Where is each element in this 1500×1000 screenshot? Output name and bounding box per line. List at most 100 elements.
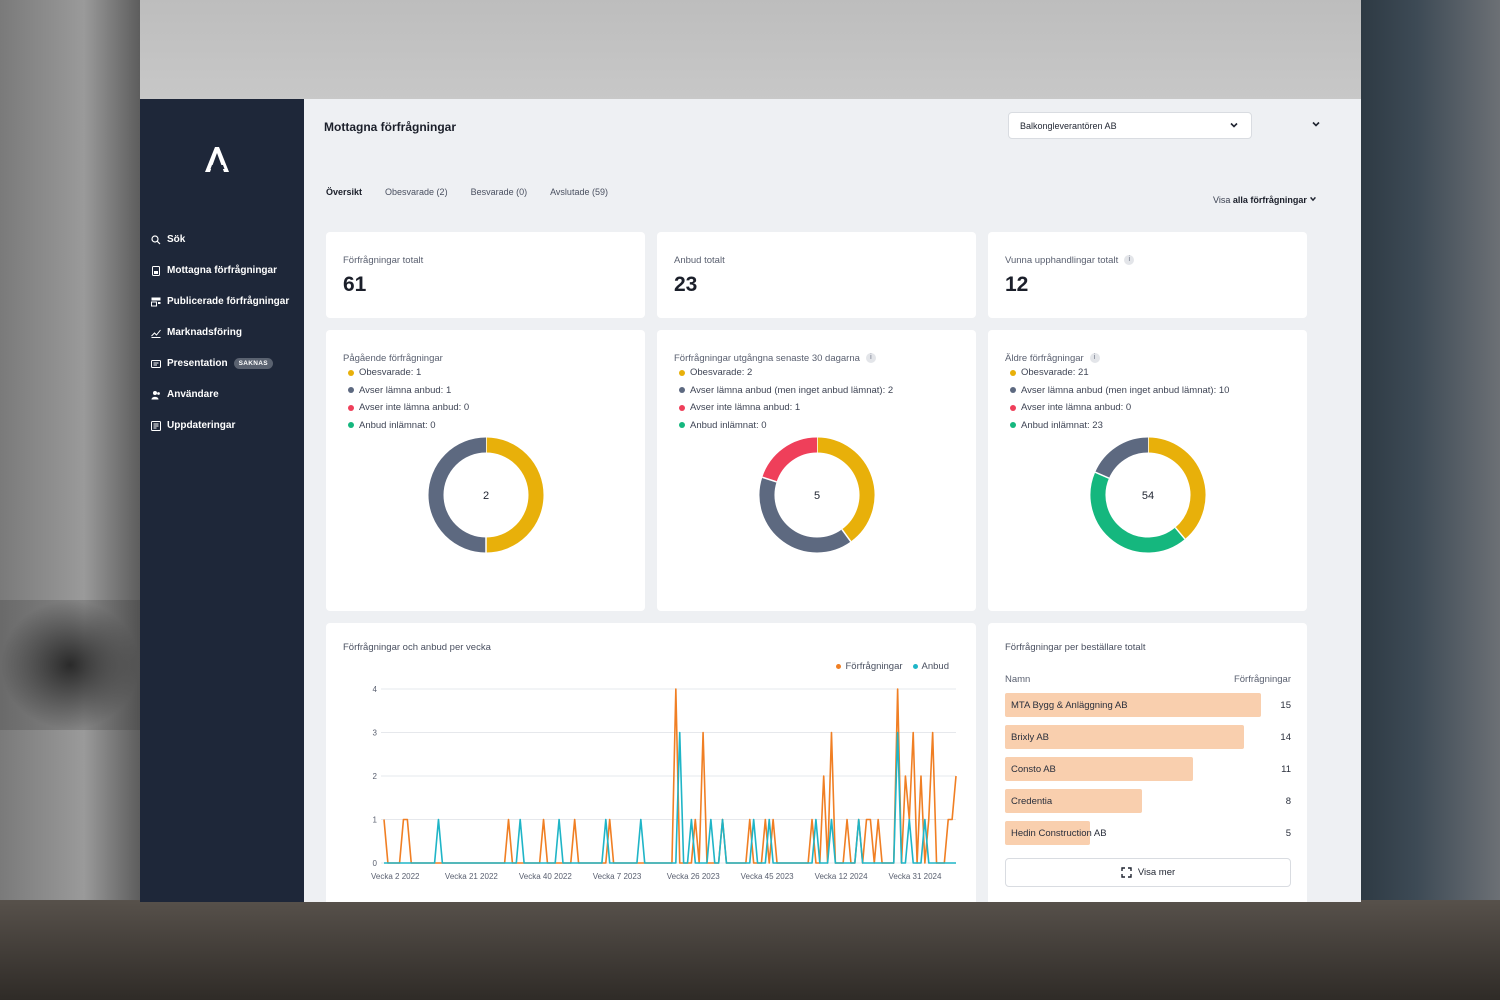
legend-label: Obesvarade: 21: [1021, 367, 1089, 379]
donut-card-pagaende: Pågående förfrågningar Obesvarade: 1 Avser…: [326, 330, 645, 611]
donut-segment-avser_inte[interactable]: [762, 437, 818, 483]
legend-label: Anbud inlämnat: 23: [1021, 419, 1103, 431]
row-bar: [1005, 757, 1193, 781]
sidebar-item-mottagna[interactable]: Mottagna förfrågningar: [150, 255, 300, 286]
page-title: Mottagna förfrågningar: [324, 120, 456, 134]
line-chart: 0 1 2 3 4 Vecka 2 2022 Vecka 21 2022 Vecka 40 2…: [371, 685, 957, 881]
status-legend: Obesvarade: 1 Avser lämna anbud: 1 Avser i…: [343, 364, 469, 434]
tab-obesvarade[interactable]: Obesvarade (2): [385, 187, 448, 197]
legend-item-obesvarade: Obesvarade: 1: [343, 364, 469, 382]
legend-dot: [679, 387, 685, 394]
donut-center-value: 5: [814, 490, 820, 502]
legend-dot: [679, 404, 685, 411]
stat-label: Anbud totalt: [674, 255, 725, 266]
donut-separator: [1174, 527, 1186, 540]
row-bar: [1005, 725, 1244, 749]
brand-a-logo[interactable]: [201, 143, 233, 175]
legend-item-avser_inte: Avser inte lämna anbud: 1: [674, 399, 893, 417]
tab-besvarade[interactable]: Besvarade (0): [470, 187, 528, 197]
row-bar: [1005, 821, 1091, 845]
donut-segment-obesvarade[interactable]: [485, 437, 544, 553]
stat-label: Vunna upphandlingar totalt i: [1005, 255, 1135, 266]
sidebar-item-label: Presentation: [167, 358, 228, 369]
customers-card: Förfrågningar per beställare totalt Namn…: [988, 623, 1307, 902]
stat-value: 61: [343, 273, 367, 296]
x-tick-label: Vecka 45 2023: [741, 872, 794, 881]
donut-segment-obesvarade[interactable]: [816, 437, 875, 542]
donut-card-aldre: Äldre förfrågningar i Obesvarade: 21 Avser …: [988, 330, 1307, 611]
sidebar-item-label: Mottagna förfrågningar: [167, 265, 277, 276]
customers-title: Förfrågningar per beställare totalt: [1005, 642, 1146, 653]
customers-table-header: Namn Förfrågningar: [1005, 674, 1291, 685]
legend-item-avser_inte: Avser inte lämna anbud: 0: [1005, 399, 1229, 417]
legend-label: Obesvarade: 1: [359, 367, 422, 379]
customer-name: Consto AB: [1011, 764, 1056, 775]
table-row[interactable]: Brixly AB 14: [1005, 725, 1291, 757]
table-row[interactable]: MTA Bygg & Anläggning AB 15: [1005, 693, 1291, 725]
tab-avslutade[interactable]: Avslutade (59): [550, 187, 608, 197]
search-icon: [151, 234, 161, 244]
x-tick-label: Vecka 26 2023: [667, 872, 720, 881]
tab-oversikt[interactable]: Översikt: [326, 187, 363, 197]
legend-dot: [836, 664, 842, 669]
company-select[interactable]: Balkongleverantören AB: [1008, 112, 1252, 139]
sidebar-item-sok[interactable]: Sök: [150, 224, 300, 255]
sidebar-item-label: Publicerade förfrågningar: [167, 296, 290, 307]
donut-segment-avser_lamna[interactable]: [1095, 437, 1149, 479]
publish-icon: [151, 297, 161, 306]
info-icon[interactable]: i: [865, 353, 876, 364]
donut-separator: [762, 476, 777, 483]
account-menu-chevron-icon[interactable]: [1311, 119, 1321, 129]
show-more-label: Visa mer: [1137, 867, 1176, 878]
sidebar-item-publicerade[interactable]: Publicerade förfrågningar: [150, 286, 300, 317]
sidebar-item-label: Användare: [167, 389, 219, 400]
donut-title-text: Förfrågningar utgångna senaste 30 dagarn…: [674, 353, 860, 364]
status-legend: Obesvarade: 2 Avser lämna anbud (men inge…: [674, 364, 893, 434]
legend-item-anbud[interactable]: Anbud: [912, 661, 949, 672]
donut-segment-anbud_inlamnat[interactable]: [1090, 472, 1185, 553]
x-tick-label: Vecka 31 2024: [889, 872, 942, 881]
legend-dot: [912, 664, 918, 669]
legend-item-forfragningar[interactable]: Förfrågningar: [836, 661, 903, 672]
info-icon[interactable]: i: [1124, 255, 1135, 266]
donut-segment-obesvarade[interactable]: [1147, 437, 1206, 540]
legend-label: Avser inte lämna anbud: 0: [1021, 402, 1132, 414]
customer-count: 14: [1280, 732, 1291, 743]
donut-segment-avser_lamna[interactable]: [428, 437, 487, 553]
row-bar: [1005, 693, 1261, 717]
table-row[interactable]: Consto AB 11: [1005, 757, 1291, 789]
table-row[interactable]: Hedin Construction AB 5: [1005, 821, 1291, 853]
show-more-button[interactable]: Visa mer: [1005, 858, 1291, 887]
customer-count: 8: [1285, 796, 1291, 807]
x-tick-label: Vecka 12 2024: [815, 872, 868, 881]
donut-center-value: 2: [483, 490, 489, 502]
sidebar-item-presentation[interactable]: Presentation SAKNAS: [150, 348, 300, 379]
legend-item-anbud_inlamnat: Anbud inlämnat: 23: [1005, 417, 1229, 435]
legend-item-avser_inte: Avser inte lämna anbud: 0: [343, 399, 469, 417]
column-header-count: Förfrågningar: [1233, 674, 1291, 685]
legend-item-obesvarade: Obesvarade: 2: [674, 364, 893, 382]
view-all-dropdown[interactable]: Visa alla förfrågningar: [1213, 195, 1317, 205]
sidebar-item-anvandare[interactable]: Användare: [150, 379, 300, 410]
legend-item-avser_lamna: Avser lämna anbud: 1: [343, 382, 469, 400]
donut-center-value: 54: [1142, 490, 1154, 502]
sidebar-item-marknadsforing[interactable]: Marknadsföring: [150, 317, 300, 348]
series-line-anbud[interactable]: [384, 731, 956, 864]
donut-chart: 2: [428, 437, 544, 553]
company-select-value: Balkongleverantören AB: [1020, 121, 1117, 131]
info-icon[interactable]: i: [1089, 353, 1100, 364]
stat-value: 23: [674, 273, 698, 296]
updates-icon: [151, 420, 161, 431]
legend-dot: [348, 404, 354, 411]
view-all-label: alla förfrågningar: [1232, 195, 1307, 205]
customer-count: 15: [1280, 700, 1291, 711]
table-row[interactable]: Credentia 8: [1005, 789, 1291, 821]
legend-dot: [679, 369, 685, 376]
donut-segment-avser_lamna[interactable]: [759, 477, 851, 553]
customer-name: MTA Bygg & Anläggning AB: [1011, 700, 1128, 711]
legend-dot: [1010, 387, 1016, 394]
sidebar-item-uppdateringar[interactable]: Uppdateringar: [150, 410, 300, 441]
donut-chart: 5: [759, 437, 875, 553]
chart-title: Förfrågningar och anbud per vecka: [343, 642, 491, 653]
legend-label: Avser lämna anbud: 1: [359, 384, 452, 396]
